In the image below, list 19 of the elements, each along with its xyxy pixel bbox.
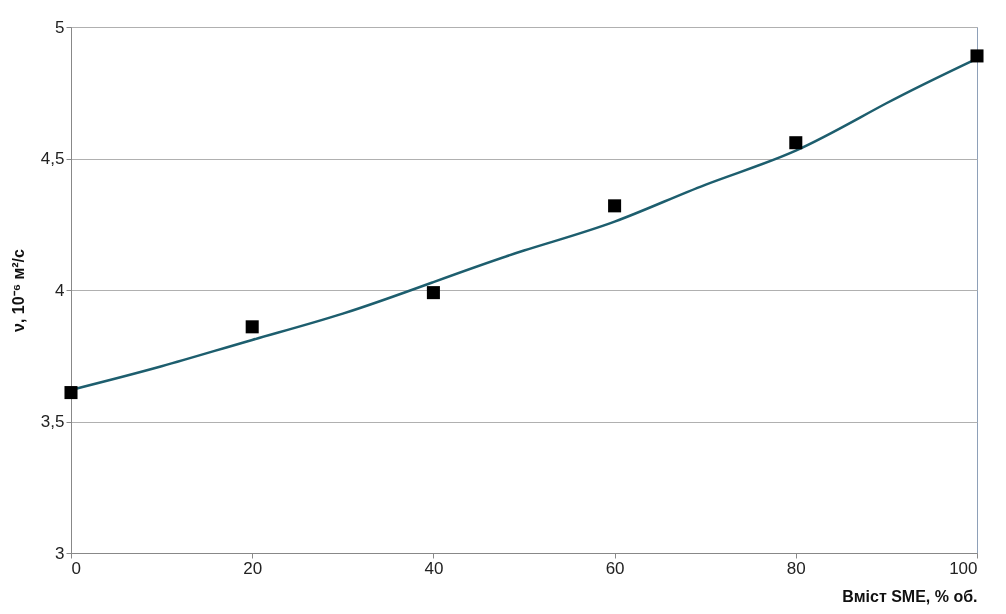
y-tick-label: 4 — [55, 280, 65, 300]
y-tick-label: 5 — [55, 17, 65, 37]
y-tick-label: 3,5 — [40, 412, 65, 431]
x-tick-label: 60 — [605, 558, 625, 578]
point — [608, 199, 622, 213]
x-axis-title: Вміст SME, % об. — [842, 587, 978, 605]
point — [64, 386, 78, 400]
x-tick-label: 80 — [786, 558, 806, 578]
x-tick-label: 40 — [424, 558, 444, 578]
y-tick-label: 3 — [55, 543, 65, 563]
x-tick-label: 100 — [949, 558, 978, 578]
x-tick-label: 20 — [243, 558, 263, 578]
y-axis-title: ν, 10⁻⁶ м²/с — [9, 248, 27, 332]
point — [789, 136, 803, 150]
y-tick-label: 4,5 — [40, 149, 65, 168]
point — [245, 320, 259, 334]
x-tick-label: 0 — [71, 558, 81, 578]
point — [970, 49, 984, 63]
point — [426, 286, 440, 300]
